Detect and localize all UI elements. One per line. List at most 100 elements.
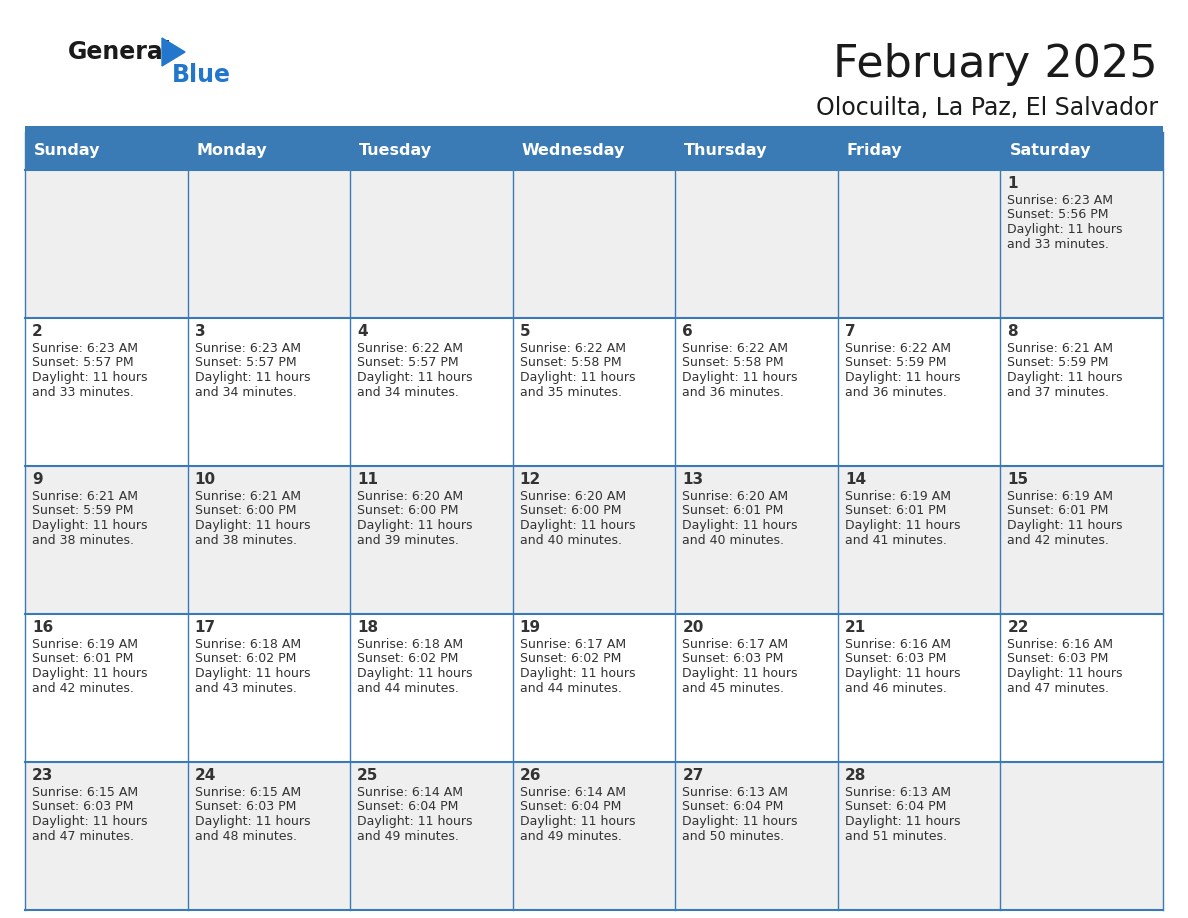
Text: and 36 minutes.: and 36 minutes. <box>682 386 784 398</box>
Text: Saturday: Saturday <box>1010 143 1091 159</box>
Text: Friday: Friday <box>847 143 903 159</box>
Text: Daylight: 11 hours: Daylight: 11 hours <box>845 519 960 532</box>
Text: and 40 minutes.: and 40 minutes. <box>519 533 621 546</box>
Text: 23: 23 <box>32 767 53 782</box>
Text: Sunrise: 6:22 AM: Sunrise: 6:22 AM <box>682 342 789 355</box>
Text: Sunrise: 6:22 AM: Sunrise: 6:22 AM <box>358 342 463 355</box>
Text: Sunrise: 6:23 AM: Sunrise: 6:23 AM <box>1007 194 1113 207</box>
Text: 18: 18 <box>358 620 378 634</box>
Text: Daylight: 11 hours: Daylight: 11 hours <box>358 667 473 680</box>
Text: 7: 7 <box>845 323 855 339</box>
Text: and 39 minutes.: and 39 minutes. <box>358 533 459 546</box>
Text: 14: 14 <box>845 472 866 487</box>
Text: and 50 minutes.: and 50 minutes. <box>682 830 784 843</box>
Text: Daylight: 11 hours: Daylight: 11 hours <box>845 667 960 680</box>
Text: Sunrise: 6:21 AM: Sunrise: 6:21 AM <box>32 490 138 503</box>
Text: Sunset: 5:58 PM: Sunset: 5:58 PM <box>682 356 784 370</box>
Text: Daylight: 11 hours: Daylight: 11 hours <box>32 519 147 532</box>
Text: 11: 11 <box>358 472 378 487</box>
Bar <box>25 466 1163 614</box>
Text: 15: 15 <box>1007 472 1029 487</box>
Text: Sunrise: 6:21 AM: Sunrise: 6:21 AM <box>1007 342 1113 355</box>
Text: Daylight: 11 hours: Daylight: 11 hours <box>1007 667 1123 680</box>
Text: Sunset: 5:59 PM: Sunset: 5:59 PM <box>32 505 133 518</box>
Text: February 2025: February 2025 <box>833 43 1158 86</box>
Text: Sunrise: 6:18 AM: Sunrise: 6:18 AM <box>195 638 301 651</box>
Text: 28: 28 <box>845 767 866 782</box>
Text: Daylight: 11 hours: Daylight: 11 hours <box>519 667 636 680</box>
Text: and 33 minutes.: and 33 minutes. <box>1007 238 1110 251</box>
Text: Daylight: 11 hours: Daylight: 11 hours <box>358 815 473 828</box>
Text: Wednesday: Wednesday <box>522 143 625 159</box>
Text: 10: 10 <box>195 472 216 487</box>
Text: Daylight: 11 hours: Daylight: 11 hours <box>195 519 310 532</box>
Text: and 37 minutes.: and 37 minutes. <box>1007 386 1110 398</box>
Text: General: General <box>68 40 172 64</box>
Text: Sunset: 6:03 PM: Sunset: 6:03 PM <box>845 653 946 666</box>
Text: Sunset: 6:00 PM: Sunset: 6:00 PM <box>195 505 296 518</box>
Bar <box>188 132 350 170</box>
Text: and 43 minutes.: and 43 minutes. <box>195 681 297 695</box>
Text: Daylight: 11 hours: Daylight: 11 hours <box>195 667 310 680</box>
Text: Sunrise: 6:19 AM: Sunrise: 6:19 AM <box>32 638 138 651</box>
Text: and 51 minutes.: and 51 minutes. <box>845 830 947 843</box>
Text: Sunrise: 6:13 AM: Sunrise: 6:13 AM <box>845 786 950 799</box>
Text: Sunrise: 6:17 AM: Sunrise: 6:17 AM <box>682 638 789 651</box>
Text: Blue: Blue <box>172 63 230 87</box>
Text: Sunrise: 6:16 AM: Sunrise: 6:16 AM <box>1007 638 1113 651</box>
Text: Daylight: 11 hours: Daylight: 11 hours <box>682 667 798 680</box>
Bar <box>25 126 1163 132</box>
Bar <box>513 132 675 170</box>
Text: 2: 2 <box>32 323 43 339</box>
Text: 21: 21 <box>845 620 866 634</box>
Text: Daylight: 11 hours: Daylight: 11 hours <box>358 519 473 532</box>
Text: 4: 4 <box>358 323 368 339</box>
Text: Sunset: 6:04 PM: Sunset: 6:04 PM <box>845 800 946 813</box>
Text: 5: 5 <box>519 323 530 339</box>
Text: Sunset: 6:00 PM: Sunset: 6:00 PM <box>358 505 459 518</box>
Text: Sunset: 6:04 PM: Sunset: 6:04 PM <box>358 800 459 813</box>
Text: Sunset: 5:57 PM: Sunset: 5:57 PM <box>32 356 133 370</box>
Polygon shape <box>162 38 185 66</box>
Text: Sunset: 6:01 PM: Sunset: 6:01 PM <box>1007 505 1108 518</box>
Text: and 46 minutes.: and 46 minutes. <box>845 681 947 695</box>
Text: 8: 8 <box>1007 323 1018 339</box>
Text: and 49 minutes.: and 49 minutes. <box>519 830 621 843</box>
Bar <box>25 132 188 170</box>
Text: Daylight: 11 hours: Daylight: 11 hours <box>519 371 636 384</box>
Text: Olocuilta, La Paz, El Salvador: Olocuilta, La Paz, El Salvador <box>816 96 1158 120</box>
Text: Sunset: 5:57 PM: Sunset: 5:57 PM <box>358 356 459 370</box>
Text: Sunset: 6:03 PM: Sunset: 6:03 PM <box>682 653 784 666</box>
Text: Sunrise: 6:22 AM: Sunrise: 6:22 AM <box>519 342 626 355</box>
Text: Sunrise: 6:20 AM: Sunrise: 6:20 AM <box>519 490 626 503</box>
Text: Sunset: 5:59 PM: Sunset: 5:59 PM <box>1007 356 1108 370</box>
Text: Sunrise: 6:14 AM: Sunrise: 6:14 AM <box>358 786 463 799</box>
Text: 12: 12 <box>519 472 541 487</box>
Text: Daylight: 11 hours: Daylight: 11 hours <box>1007 223 1123 236</box>
Text: Sunset: 6:00 PM: Sunset: 6:00 PM <box>519 505 621 518</box>
Text: Sunset: 5:58 PM: Sunset: 5:58 PM <box>519 356 621 370</box>
Text: Sunset: 6:03 PM: Sunset: 6:03 PM <box>32 800 133 813</box>
Text: Sunrise: 6:20 AM: Sunrise: 6:20 AM <box>358 490 463 503</box>
Text: Sunrise: 6:20 AM: Sunrise: 6:20 AM <box>682 490 789 503</box>
Text: Sunrise: 6:14 AM: Sunrise: 6:14 AM <box>519 786 626 799</box>
Text: and 33 minutes.: and 33 minutes. <box>32 386 134 398</box>
Text: Sunrise: 6:19 AM: Sunrise: 6:19 AM <box>845 490 950 503</box>
Bar <box>838 132 1000 170</box>
Text: 24: 24 <box>195 767 216 782</box>
Text: Sunrise: 6:19 AM: Sunrise: 6:19 AM <box>1007 490 1113 503</box>
Text: Sunset: 6:04 PM: Sunset: 6:04 PM <box>682 800 784 813</box>
Text: Daylight: 11 hours: Daylight: 11 hours <box>519 815 636 828</box>
Text: Daylight: 11 hours: Daylight: 11 hours <box>519 519 636 532</box>
Bar <box>350 132 513 170</box>
Text: Sunset: 6:02 PM: Sunset: 6:02 PM <box>519 653 621 666</box>
Text: 20: 20 <box>682 620 703 634</box>
Text: and 41 minutes.: and 41 minutes. <box>845 533 947 546</box>
Text: 27: 27 <box>682 767 703 782</box>
Text: 9: 9 <box>32 472 43 487</box>
Text: Sunset: 6:02 PM: Sunset: 6:02 PM <box>195 653 296 666</box>
Text: Sunset: 6:03 PM: Sunset: 6:03 PM <box>195 800 296 813</box>
Text: Sunrise: 6:23 AM: Sunrise: 6:23 AM <box>195 342 301 355</box>
Text: Daylight: 11 hours: Daylight: 11 hours <box>1007 371 1123 384</box>
Text: and 38 minutes.: and 38 minutes. <box>32 533 134 546</box>
